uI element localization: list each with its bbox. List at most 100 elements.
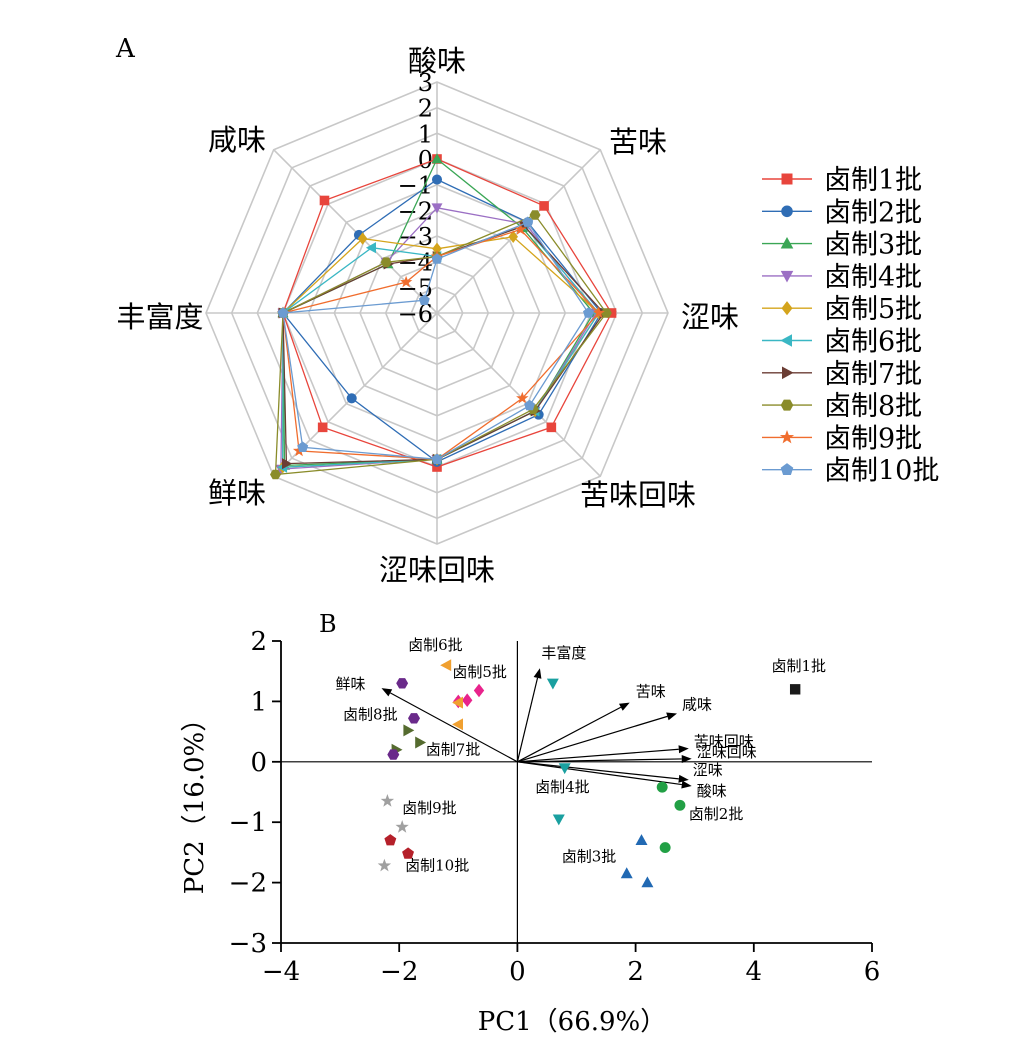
- radar-tick-label: −2: [398, 197, 433, 225]
- radar-point: [546, 422, 557, 433]
- loading-label: 苦味回味: [694, 733, 754, 751]
- legend-label: 卤制2批: [824, 197, 922, 228]
- y-tick-label: 1: [250, 687, 267, 717]
- radar-tick-label: 0: [418, 146, 433, 174]
- radar-point: [432, 242, 442, 256]
- radar-point: [297, 441, 309, 452]
- loading-arrowhead: [619, 702, 630, 711]
- loading-label: 丰富度: [541, 644, 586, 662]
- radar-point: [400, 275, 413, 288]
- radar-point: [524, 399, 535, 411]
- score-point-label: 卤制5批: [452, 663, 507, 681]
- x-tick-label: 6: [864, 957, 881, 987]
- legend-marker: [780, 237, 794, 249]
- score-point: [377, 858, 392, 872]
- y-tick-label: 0: [250, 748, 267, 778]
- legend-label: 卤制10批: [824, 456, 939, 487]
- loading-arrow: [517, 706, 622, 763]
- score-point: [552, 814, 565, 826]
- score-point: [402, 847, 414, 859]
- radar-tick-label: 2: [418, 95, 433, 123]
- score-point: [396, 678, 409, 689]
- loading-label: 酸味: [697, 782, 727, 800]
- loading-label: 咸味: [682, 695, 712, 713]
- radar-point: [516, 391, 529, 404]
- radar-axis-label: 苦味回味: [580, 478, 696, 512]
- score-point: [558, 763, 571, 775]
- radar-axis-label: 苦味: [609, 125, 667, 159]
- loading-label: 涩味回味: [697, 743, 757, 761]
- radar-axis-label: 丰富度: [116, 300, 203, 334]
- score-point: [462, 693, 473, 707]
- legend-label: 卤制1批: [824, 165, 922, 196]
- legend-marker: [780, 270, 794, 283]
- radar-point: [522, 216, 534, 227]
- score-point-label: 卤制10批: [405, 857, 469, 875]
- score-point: [635, 834, 648, 845]
- radar-point: [432, 462, 442, 472]
- x-tick-label: −2: [380, 957, 418, 987]
- radar-spoke: [273, 149, 438, 314]
- score-point: [387, 749, 400, 760]
- y-axis-label: PC2（16.0%）: [180, 706, 210, 895]
- radar-point: [508, 230, 518, 243]
- radar-point: [592, 306, 605, 319]
- score-point-label: 卤制2批: [689, 805, 744, 823]
- loading-arrow: [517, 748, 679, 763]
- loading-arrowhead: [681, 755, 692, 763]
- x-tick-label: 0: [509, 957, 526, 987]
- score-point: [641, 876, 654, 888]
- radar-point: [346, 393, 357, 404]
- loading-arrow: [389, 692, 518, 763]
- score-point-label: 卤制1批: [772, 657, 827, 675]
- radar-tick-label: −3: [398, 223, 433, 251]
- radar-point: [600, 308, 612, 318]
- score-point: [674, 799, 686, 811]
- x-tick-label: 2: [627, 957, 644, 987]
- legend-label: 卤制4批: [824, 262, 922, 293]
- radar-tick-label: 3: [418, 69, 433, 97]
- radar-point: [357, 232, 368, 245]
- legend-marker: [782, 366, 794, 380]
- radar-point: [365, 242, 376, 254]
- y-tick-label: −1: [229, 808, 267, 838]
- loading-arrow: [517, 715, 668, 763]
- radar-axis-label: 咸味: [208, 123, 266, 157]
- score-point: [473, 683, 485, 698]
- pca-biplot: B −4 −2 0 2 4 6 −3 −2 −1 0 1 2 鲜味 丰富度苦味咸味苦味回味涩味回味涩味酸…: [180, 610, 881, 1037]
- legend-marker: [780, 334, 792, 347]
- score-point: [384, 834, 397, 846]
- score-point: [380, 794, 395, 807]
- score-point-label: 卤制4批: [535, 778, 590, 796]
- radar-axis-label: 酸味: [408, 44, 466, 78]
- radar-point: [418, 294, 430, 305]
- radar-point: [431, 203, 443, 214]
- score-point: [403, 724, 415, 737]
- score-point-label: 卤制7批: [426, 741, 481, 759]
- radar-point: [282, 458, 293, 470]
- radar-axis-label: 涩味: [681, 300, 739, 334]
- loading-arrowhead: [678, 745, 689, 754]
- radar-point: [270, 469, 281, 480]
- loading-arrowhead: [681, 780, 692, 789]
- legend-marker: [781, 173, 793, 185]
- score-point: [440, 659, 452, 672]
- score-point-label: 卤制8批: [343, 706, 398, 724]
- radar-point: [529, 210, 541, 220]
- legend-label: 卤制3批: [824, 230, 922, 261]
- y-tick-label: 2: [250, 627, 267, 657]
- radar-axis-label: 涩味回味: [379, 553, 495, 587]
- radar-axis-label: 鲜味: [208, 476, 266, 510]
- y-tick-label: −2: [229, 869, 267, 899]
- radar-spoke: [436, 312, 601, 477]
- score-point: [656, 781, 668, 793]
- loading-arrow: [517, 761, 682, 786]
- radar-point: [431, 253, 443, 264]
- score-point-label: 卤制6批: [408, 636, 463, 654]
- score-point: [452, 718, 463, 731]
- legend-marker: [780, 399, 794, 411]
- radar-point: [539, 201, 549, 211]
- radar-point: [319, 195, 330, 206]
- score-point: [546, 678, 559, 690]
